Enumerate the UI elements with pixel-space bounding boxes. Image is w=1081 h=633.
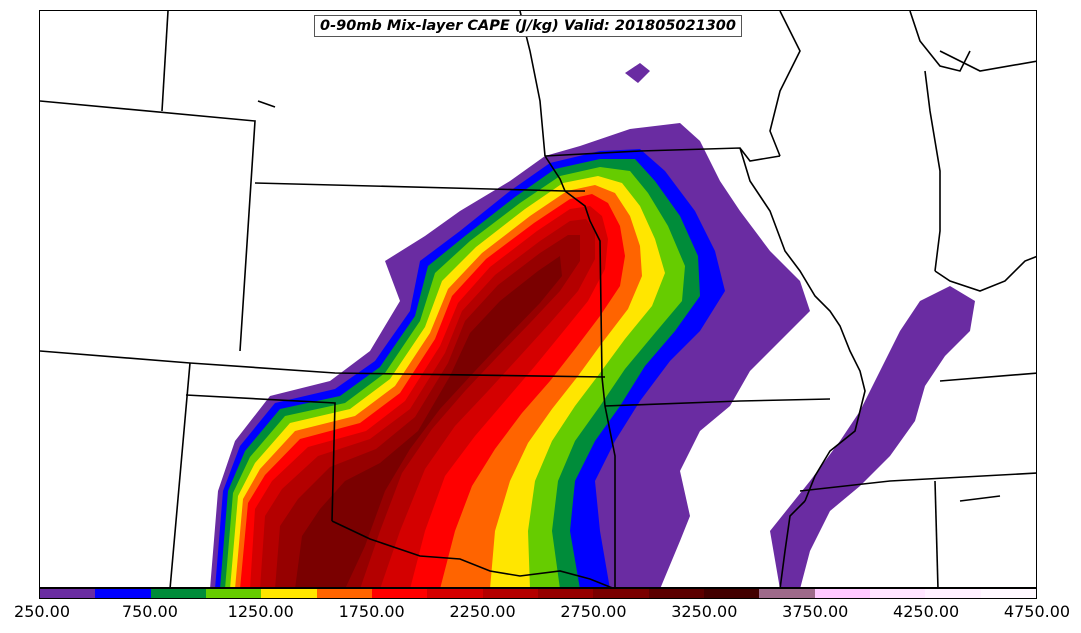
colorbar-tick-label: 4750.00 [1003, 602, 1071, 621]
boundary-line [169, 362, 191, 587]
cape-contour-250-spot [625, 63, 650, 83]
state-boundaries [40, 11, 1036, 587]
cape-contour-3000 [295, 256, 562, 587]
colorbar-tick-label: 250.00 [14, 602, 70, 621]
colorbar-tick-label: 2250.00 [449, 602, 516, 621]
boundary-line [924, 70, 941, 272]
boundary-line [934, 480, 939, 587]
boundary-line [40, 100, 256, 352]
colorbar-tick-label: 750.00 [121, 602, 178, 621]
colorbar-segment [427, 589, 483, 598]
cape-shading [210, 63, 975, 587]
colorbar-segment [150, 589, 206, 598]
colorbar-tick-label: 4250.00 [893, 602, 960, 621]
boundary-line [604, 398, 831, 407]
colorbar-tick-label: 1250.00 [227, 602, 294, 621]
colorbar-tick-label: 3750.00 [782, 602, 849, 621]
colorbar-segment [40, 589, 96, 598]
boundary-line [544, 155, 616, 587]
boundary-line [331, 520, 613, 587]
boundary-line [959, 495, 1001, 502]
colorbar-segment [814, 589, 870, 598]
map-area [39, 10, 1037, 588]
colorbar-segment [593, 589, 649, 598]
colorbar-segment [482, 589, 538, 598]
cape-map [40, 11, 1036, 587]
boundary-line [739, 147, 866, 502]
colorbar-segment [703, 589, 760, 598]
colorbar-tick-label: 3250.00 [671, 602, 738, 621]
colorbar-segment [205, 589, 262, 598]
colorbar-segment [316, 589, 372, 598]
boundary-line [257, 100, 276, 108]
boundary-line [939, 50, 1036, 72]
cape-contour-250-east [770, 286, 975, 587]
boundary-line [40, 350, 606, 378]
colorbar-segment [869, 589, 926, 598]
boundary-line [934, 255, 1036, 292]
boundary-line [939, 372, 1036, 382]
colorbar-segment [980, 589, 1036, 598]
boundary-line [909, 11, 971, 72]
colorbar-segment [261, 589, 317, 598]
colorbar-segment [95, 589, 151, 598]
colorbar-tick-label: 1750.00 [338, 602, 405, 621]
colorbar-segment [537, 589, 594, 598]
colorbar-tick-label: 2750.00 [560, 602, 627, 621]
boundary-line [254, 182, 585, 192]
map-title: 0-90mb Mix-layer CAPE (J/kg) Valid: 2018… [314, 15, 742, 37]
boundary-line [185, 394, 336, 522]
colorbar [39, 588, 1037, 599]
colorbar-segment [925, 589, 981, 598]
boundary-line [799, 472, 1036, 492]
boundary-line [779, 500, 806, 587]
colorbar-segment [371, 589, 428, 598]
colorbar-segment [759, 589, 815, 598]
boundary-line [769, 11, 801, 157]
colorbar-segment [648, 589, 704, 598]
boundary-line [161, 11, 169, 112]
